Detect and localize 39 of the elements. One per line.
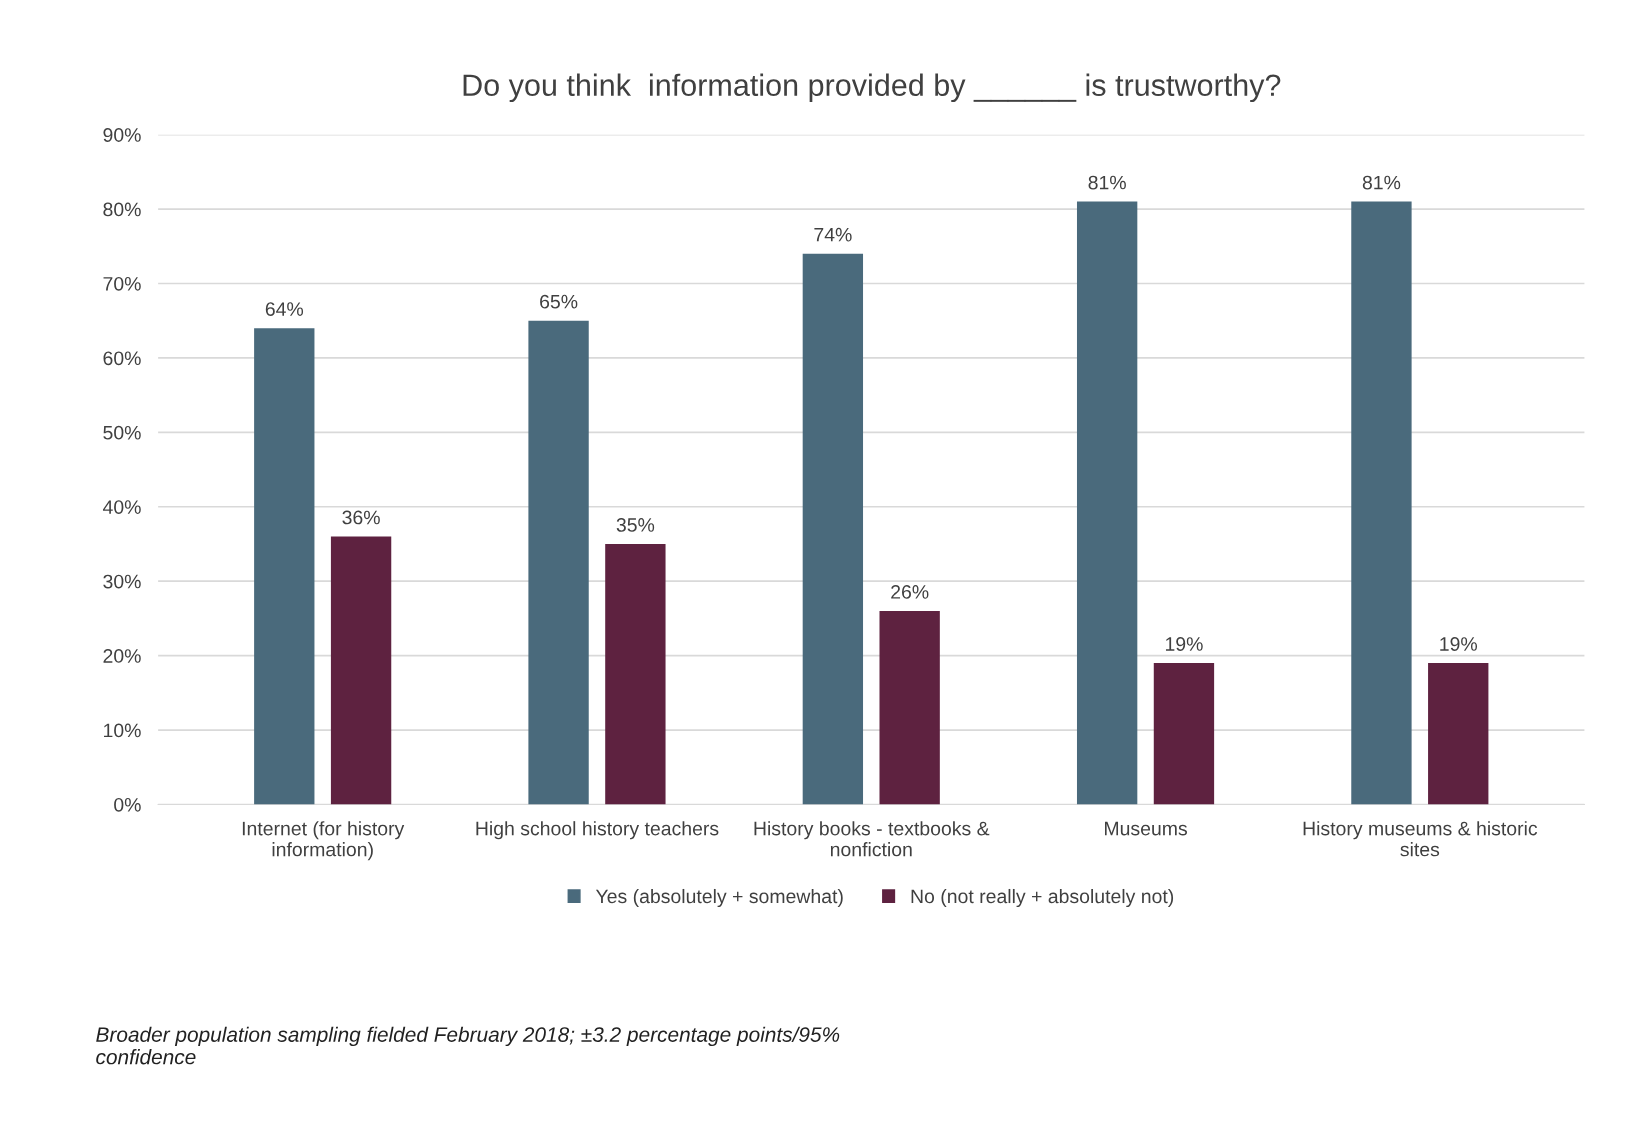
bar [802, 253, 864, 805]
bar [1076, 201, 1138, 805]
x-tick-label: Museums [1105, 821, 1187, 836]
legend-label: Yes (absolutely + somewhat) [595, 888, 843, 908]
bar [254, 328, 315, 805]
y-tick-label: 30% [103, 574, 141, 589]
data-label: 74% [814, 227, 852, 242]
data-label: 36% [342, 510, 380, 525]
bar [879, 610, 940, 805]
data-label: 65% [540, 294, 578, 309]
text: Broader population sampling fielded February 2018; ±3.2 percentage points/95% confidence [96, 1026, 840, 1065]
bar [1428, 663, 1489, 805]
data-label: 64% [265, 302, 304, 316]
x-tick-label: High school history teachers [476, 821, 719, 840]
y-tick-label: 0% [114, 797, 141, 812]
data-label: 19% [1440, 637, 1478, 651]
data-label: 81% [1362, 175, 1401, 190]
x-tick-label: History books - textbooks & nonfiction [754, 821, 990, 857]
y-tick-label: 70% [103, 276, 141, 291]
y-tick-label: 60% [103, 351, 141, 366]
bar [528, 320, 589, 805]
data-label: 81% [1088, 175, 1126, 190]
y-tick-label: 20% [103, 649, 141, 663]
bar [1351, 201, 1412, 805]
chart-title: Do you think information provided by ______ is trustworthy? [463, 73, 1281, 103]
y-tick-label: 50% [103, 425, 141, 440]
y-tick-label: 80% [103, 202, 141, 217]
legend-label: No (not really + absolutely not) [911, 888, 1174, 908]
x-tick-label: History museums & historic sites [1303, 821, 1538, 857]
bar [605, 543, 666, 805]
y-tick-label: 90% [103, 128, 141, 142]
y-tick-label: 10% [104, 723, 141, 738]
y-tick-label: 40% [102, 500, 141, 515]
data-label: 26% [891, 585, 929, 599]
bar [1153, 663, 1215, 805]
x-tick-label: Internet (for history information) [242, 821, 405, 861]
data-label: 35% [616, 518, 655, 532]
data-label: 19% [1165, 637, 1203, 651]
bar [330, 536, 392, 805]
